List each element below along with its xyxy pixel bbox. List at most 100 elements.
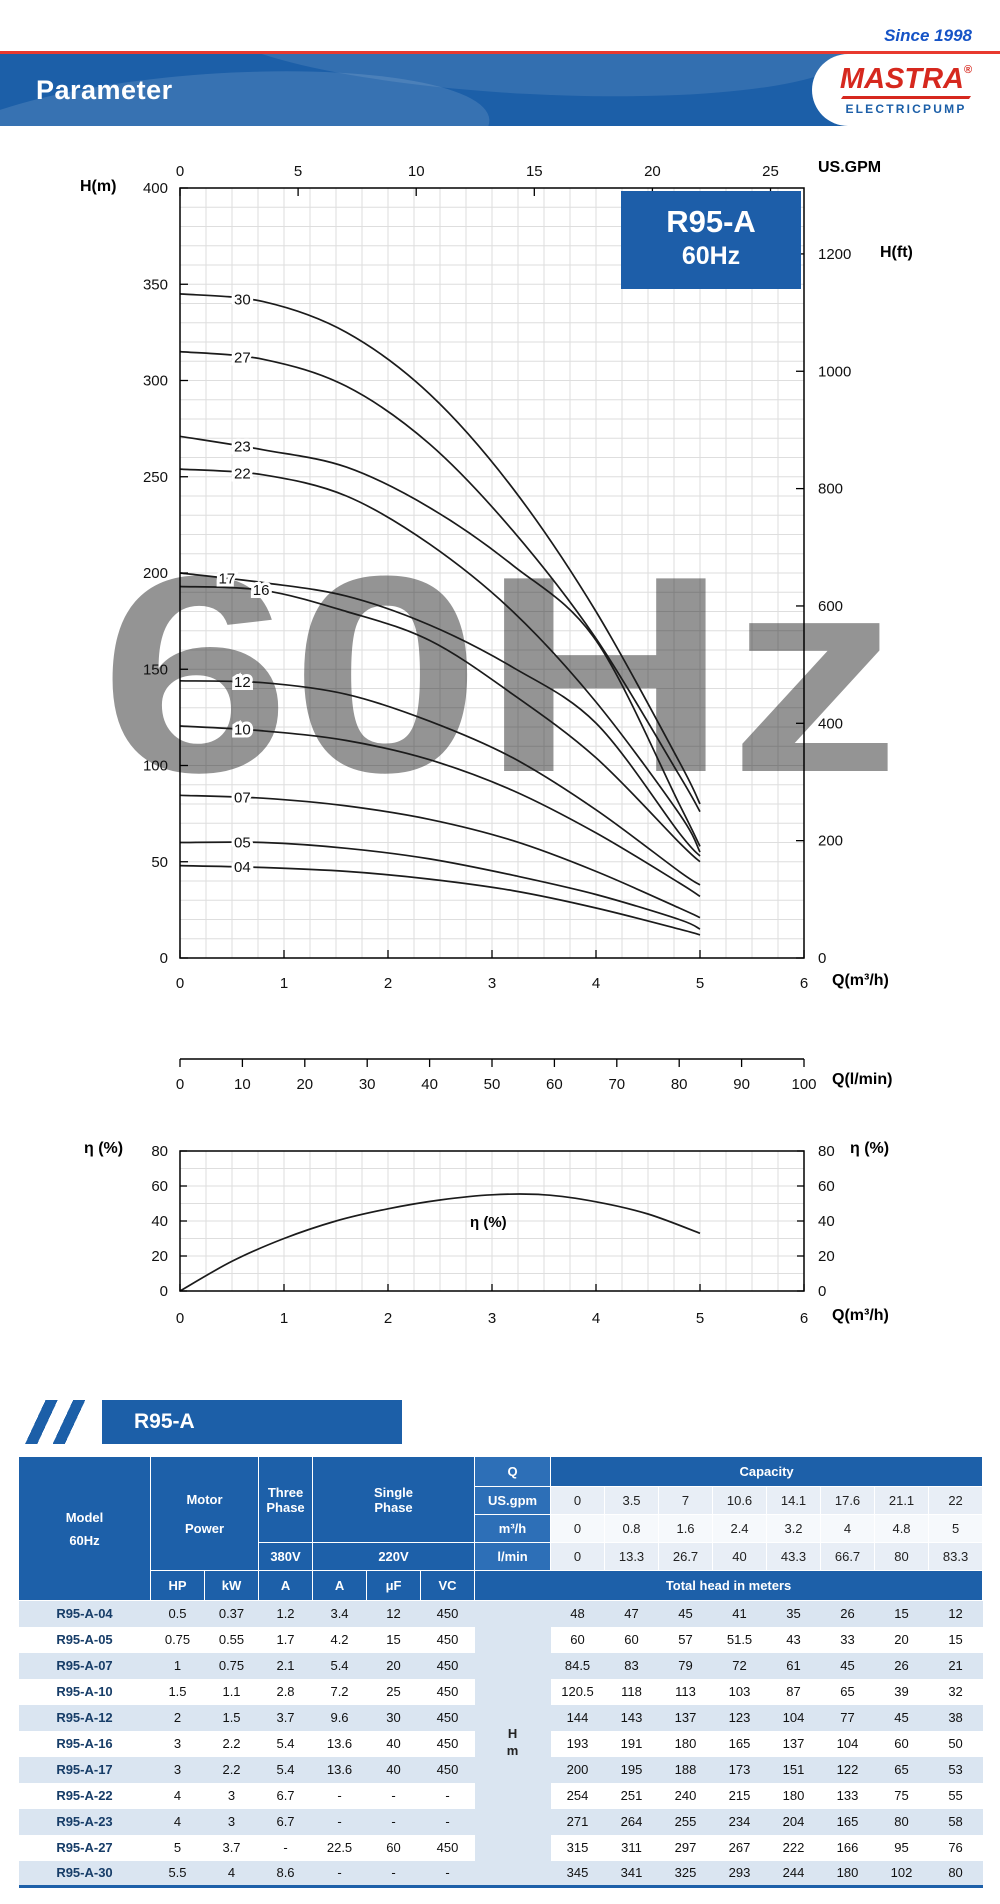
head-value-cell: 33 <box>840 1632 855 1647</box>
head-value-cell: 180 <box>674 1736 697 1751</box>
curve-label-10: 10 <box>234 722 251 739</box>
head-value-cell: 123 <box>728 1710 751 1725</box>
head-value-cell: 76 <box>948 1840 963 1855</box>
head-value-cell: 103 <box>728 1684 751 1699</box>
electrical-value-cell: 5.5 <box>168 1865 187 1881</box>
curve-label-04: 04 <box>234 859 251 876</box>
header-row-main: Model 60Hz Motor Power Three Phase Singl… <box>18 1456 984 1601</box>
page-title: Parameter <box>36 75 173 105</box>
head-value-cell: 180 <box>836 1865 859 1881</box>
electrical-value-cell: 450 <box>436 1684 459 1699</box>
head-value-cell: 26 <box>894 1658 909 1673</box>
head-value-cell: 45 <box>894 1710 909 1725</box>
head-value-cell: 47 <box>624 1606 639 1622</box>
head-value-cell: 195 <box>620 1762 643 1777</box>
electrical-value-cell: 0.75 <box>218 1658 245 1673</box>
head-m-tick-label: 0 <box>160 950 168 967</box>
capacity-value: 13.3 <box>604 1542 660 1571</box>
flow-lmin-tick-label: 0 <box>176 1076 184 1093</box>
capacity-value: 0 <box>550 1514 606 1543</box>
head-value-cell: 122 <box>836 1762 859 1777</box>
curve-label-23: 23 <box>234 438 251 455</box>
head-value-cell: 45 <box>840 1658 855 1673</box>
head-value-cell: 113 <box>675 1684 696 1699</box>
head-value-cell: 215 <box>728 1788 751 1803</box>
head-value-cell: 80 <box>894 1814 909 1829</box>
head-value-cell: 53 <box>948 1762 963 1777</box>
header-row-lmin: 380V 220V l/min 0 13.3 26.7 40 43.3 66.7… <box>19 1542 984 1571</box>
head-value-cell: 118 <box>621 1684 642 1699</box>
flow-lmin-tick-label: 10 <box>234 1076 251 1093</box>
head-value-cell: 191 <box>620 1736 643 1751</box>
specification-section: R95-A Model 60Hz Motor Power Three Pha <box>0 1396 1000 1888</box>
electrical-value-cell: 0.55 <box>218 1632 245 1647</box>
col-header-380v: 380V <box>258 1542 314 1571</box>
axis-label-head-m: H(m) <box>80 178 117 195</box>
curve-22 <box>179 468 701 853</box>
flow-lmin-tick-label: 100 <box>791 1076 816 1093</box>
electrical-value-cell: 450 <box>436 1632 459 1647</box>
model-cell: R95-A-07 <box>56 1658 113 1673</box>
head-value-cell: 240 <box>674 1788 697 1803</box>
head-value-cell: 204 <box>782 1814 805 1829</box>
electrical-value-cell: - <box>391 1788 396 1803</box>
usgpm-tick-label: 15 <box>526 163 543 180</box>
head-value-cell: 193 <box>566 1736 589 1751</box>
logo-underline <box>840 95 972 99</box>
head-value-cell: 75 <box>894 1788 909 1803</box>
electrical-value-cell: 2.1 <box>276 1658 295 1673</box>
head-unit-line: H <box>507 1726 518 1742</box>
model-series-badge: R95-A 60Hz <box>622 192 800 288</box>
head-value-cell: 180 <box>782 1788 805 1803</box>
head-value-cell: 264 <box>620 1814 643 1829</box>
capacity-value: 21.1 <box>874 1486 930 1515</box>
electrical-value-cell: 1 <box>173 1658 182 1673</box>
performance-chart-area: 60Hz 30 27 23 22 17 16 12 10 07 05 04 0 5 10 15 20 25 400 3… <box>0 126 1000 1396</box>
electrical-value-cell: 9.6 <box>330 1710 349 1725</box>
brand-logo-mark: MASTRA® <box>840 64 972 94</box>
eff-flow-tick-label: 0 <box>176 1310 184 1327</box>
head-m-tick-label: 50 <box>151 854 168 871</box>
axis-label-flow-m3h-eff: Q(m³/h) <box>832 1307 889 1324</box>
header-row-units: HP kW A A μF VC Total head in meters <box>19 1570 984 1601</box>
curve-label-07: 07 <box>234 790 251 807</box>
eff-flow-tick-label: 6 <box>800 1310 808 1327</box>
head-value-cell: 61 <box>786 1658 801 1673</box>
electrical-value-cell: - <box>283 1840 288 1855</box>
model-cell: R95-A-27 <box>56 1840 113 1855</box>
model-cell: R95-A-30 <box>56 1865 113 1881</box>
eta-tick-label: 0 <box>818 1283 826 1300</box>
head-ft-tick-label: 800 <box>818 481 843 498</box>
capacity-value: 1.6 <box>658 1514 714 1543</box>
col-header-single-phase: Single Phase <box>312 1456 476 1543</box>
col-header-capacity: Capacity <box>550 1456 984 1487</box>
electrical-value-cell: 7.2 <box>330 1684 349 1699</box>
head-value-cell: 80 <box>948 1865 963 1881</box>
curve-23 <box>179 435 701 847</box>
unit-hp: HP <box>150 1570 205 1601</box>
curve-label-16: 16 <box>253 582 270 599</box>
curve-16 <box>179 585 701 863</box>
electrical-value-cell: 4 <box>227 1865 236 1881</box>
electrical-value-cell: 5.4 <box>276 1762 295 1777</box>
brand-logo-subtitle: ELECTRICPUMP <box>845 101 967 116</box>
head-m-tick-label: 200 <box>143 565 168 582</box>
electrical-value-cell: 2 <box>173 1710 182 1725</box>
axis-label-flow-m3h: Q(m³/h) <box>832 972 889 989</box>
head-ft-tick-label: 200 <box>818 833 843 850</box>
head-value-cell: 83 <box>624 1658 639 1673</box>
capacity-value: 2.4 <box>712 1514 768 1543</box>
head-value-cell: 21 <box>948 1658 963 1673</box>
model-cell: R95-A-23 <box>56 1814 113 1829</box>
curve-17 <box>179 572 701 857</box>
capacity-value: 83.3 <box>928 1542 984 1571</box>
unit-a-220: A <box>312 1570 368 1601</box>
head-value-cell: 48 <box>570 1606 585 1622</box>
head-unit-line: m <box>506 1743 519 1758</box>
eta-tick-label: 60 <box>151 1178 168 1195</box>
head-value-cell: 58 <box>948 1814 963 1829</box>
head-value-cell: 120.5 <box>561 1684 594 1699</box>
axis-label-flow-lmin: Q(l/min) <box>832 1071 893 1088</box>
